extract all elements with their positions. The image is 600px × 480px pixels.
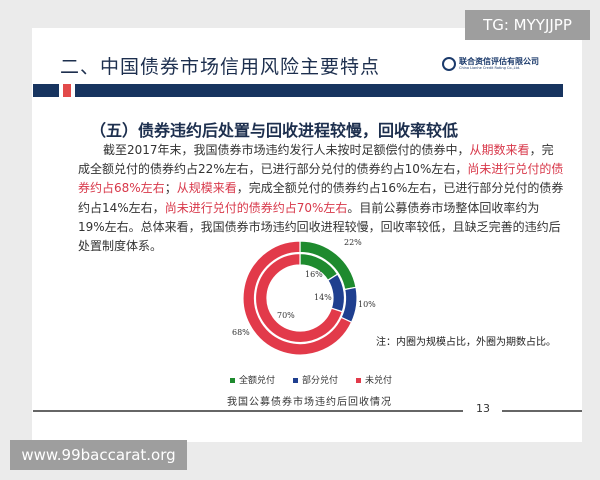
paragraph-text: 截至2017年末，我国债券市场违约发行人未按时足额偿付的债券中， (103, 143, 470, 157)
legend-swatch (293, 378, 299, 383)
watermark-bottom: www.99baccarat.org (10, 440, 187, 470)
logo-english: China Lianhe Credit Rating Co.,Ltd. (459, 65, 521, 70)
inner-ring-slice-2 (254, 252, 344, 344)
legend-swatch (230, 378, 235, 383)
inner-ring-label: 16% (305, 270, 323, 279)
inner-ring-label: 70% (277, 311, 295, 320)
outer-ring-slice-2 (242, 240, 353, 356)
highlighted-text: 尚未进行兑付的债券约占68%左右 (78, 162, 564, 196)
chart-legend: 全额兑付 部分兑付 未兑付 (230, 373, 392, 386)
paragraph-text: ； (164, 181, 177, 196)
legend-swatch (356, 378, 362, 383)
footer-line-right (502, 410, 582, 412)
header-bar (33, 84, 563, 97)
highlighted-text: 从期数来看 (469, 143, 530, 157)
page-number: 13 (476, 402, 490, 415)
body-paragraph: 截至2017年末，我国债券市场违约发行人未按时足额偿付的债券中，从期数来看，完成… (78, 141, 564, 256)
paragraph-text: 。目前公募债券市场整体回收率约为19%左右。总体来看，我国债券市场违约回收进程较… (78, 200, 561, 254)
inner-ring-label: 14% (314, 293, 332, 302)
legend-item: 部分兑付 (293, 373, 338, 386)
legend-label: 部分兑付 (302, 376, 339, 386)
slide (32, 28, 582, 442)
legend-item: 未兑付 (356, 373, 392, 386)
section-subheading: （五）债券违约后处置与回收进程较慢，回收率较低 (90, 121, 459, 140)
highlighted-text: 尚未进行兑付的债券约占70%左右 (164, 200, 348, 215)
legend-item: 全额兑付 (230, 373, 275, 386)
logo-name: 联合资信评估有限公司 (459, 56, 539, 66)
header-bar-accent (63, 84, 71, 97)
paragraph-text: ，完成全额兑付的债券约占16%左右，已进行部分兑付的债券约占14%左右， (78, 181, 564, 215)
company-logo: 联合资信评估有限公司 China Lianhe Credit Rating Co… (442, 57, 539, 71)
slide-heading: 二、中国债券市场信用风险主要特点 (60, 56, 381, 78)
chart-note: 注：内圈为规模占比，外圈为期数占比。 (376, 337, 556, 348)
footer-line-left (33, 410, 463, 412)
legend-label: 未兑付 (365, 376, 393, 386)
outer-ring-label: 10% (358, 300, 376, 309)
chart-caption: 我国公募债券市场违约后回收情况 (227, 397, 392, 408)
legend-label: 全额兑付 (239, 376, 276, 386)
watermark-top: TG: MYYJJPP (465, 10, 590, 40)
outer-ring-label: 68% (232, 328, 250, 337)
paragraph-text: ，完成全额兑付的债券约占22%左右，已进行部分兑付的债券约占10%左右， (78, 143, 554, 177)
outer-ring-label: 22% (344, 238, 362, 247)
logo-icon (442, 57, 456, 71)
highlighted-text: 从规模来看 (176, 181, 237, 196)
